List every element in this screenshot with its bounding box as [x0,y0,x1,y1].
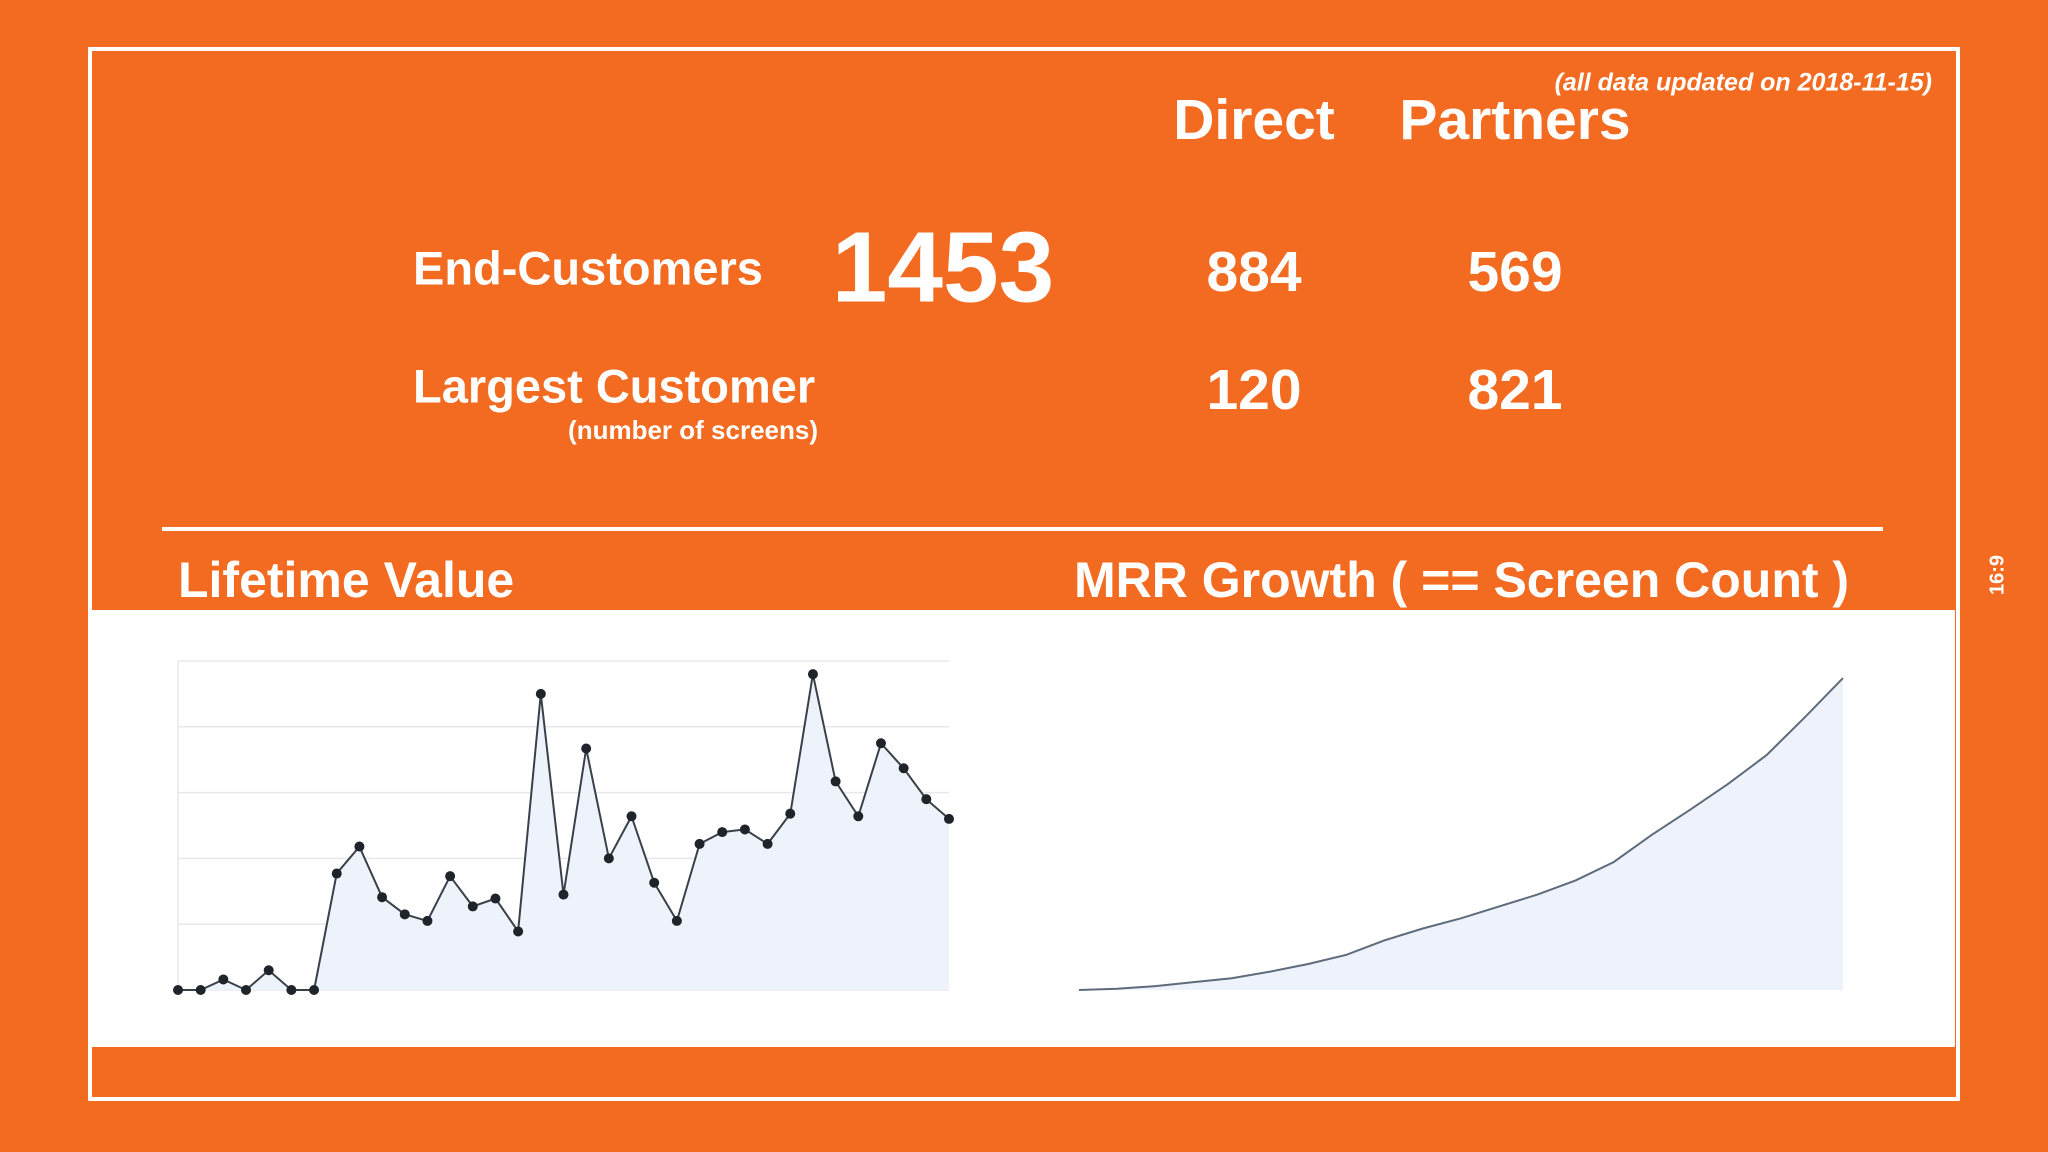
data-point [807,669,818,680]
data-point [626,811,637,822]
row-sublabel: (number of screens) [568,415,818,445]
data-point [944,813,954,824]
data-point [785,808,796,819]
column-header: Direct [1173,88,1335,152]
partners-value: 821 [1467,358,1562,422]
data-point [875,738,886,749]
direct-value: 884 [1206,240,1301,304]
area-fill [178,674,949,990]
series-line [1078,677,1844,991]
data-point [399,909,410,920]
direct-value: 120 [1206,358,1301,422]
update-note: (all data updated on 2018-11-15) [1555,69,1932,97]
data-point [762,838,773,849]
data-point [717,827,728,838]
data-point [422,915,433,926]
data-point [354,841,365,852]
data-point [853,811,864,822]
data-point [898,763,909,774]
area-fill [1079,678,1843,990]
data-point [513,926,524,937]
data-point [218,974,229,985]
data-point [445,871,456,882]
total-value: 1453 [832,211,1054,323]
row-label: End-Customers [413,241,763,294]
data-point [490,893,501,904]
data-point [286,985,297,995]
data-point [309,985,320,995]
frame [88,47,1960,1101]
data-point [739,824,750,835]
data-point [377,892,388,903]
data-point [173,985,183,995]
data-point [331,868,342,879]
chart-title: MRR Growth ( == Screen Count ) [1074,552,1849,608]
data-point [694,838,705,849]
chart-title: Lifetime Value [178,552,514,608]
data-point [649,877,660,888]
data-point [581,743,592,754]
row-label: Largest Customer [413,359,815,412]
data-point [671,915,682,926]
data-point [558,889,569,900]
data-point [263,965,274,976]
data-point [830,776,841,787]
partners-value: 569 [1467,240,1562,304]
column-header: Partners [1399,88,1630,152]
data-point [195,985,206,995]
data-point [467,901,478,912]
data-point [241,985,252,995]
data-point [921,794,932,805]
data-point [535,688,546,699]
data-point [603,853,614,864]
aspect-label: 16:9 [1986,555,2008,595]
